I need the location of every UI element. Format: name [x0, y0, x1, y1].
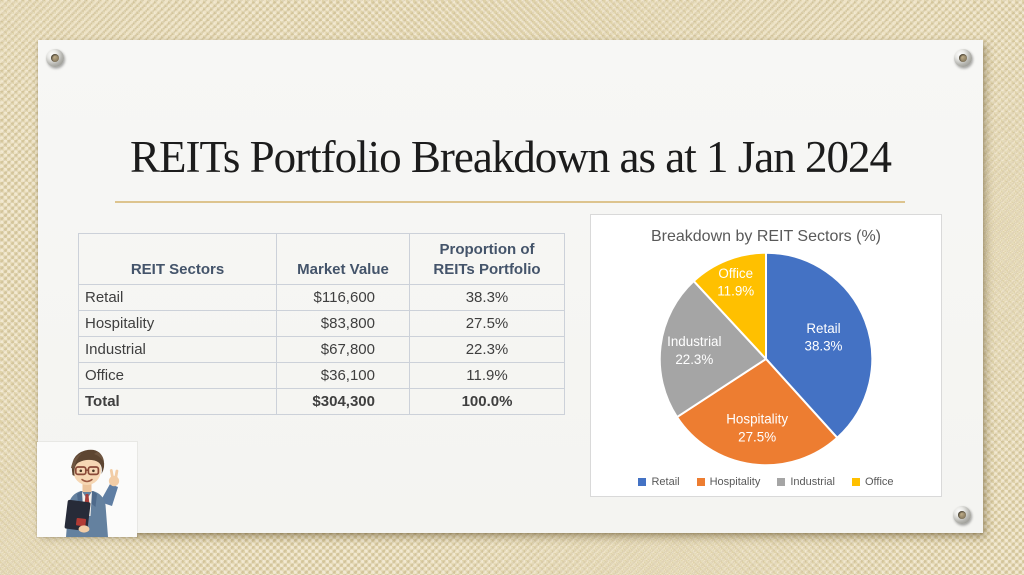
title-divider-line — [115, 201, 905, 203]
chart-title: Breakdown by REIT Sectors (%) — [650, 228, 881, 245]
table-row-industrial: Industrial $67,800 22.3% — [78, 336, 565, 363]
cell-proportion: 100.0% — [409, 388, 565, 415]
grommet-top-left-icon — [46, 49, 64, 67]
cell-sector: Office — [78, 362, 277, 389]
header-proportion: Proportion of REITs Portfolio — [409, 233, 565, 285]
pie-label-hospitality: Hospitality 27.5% — [726, 412, 788, 445]
cell-market-value: $304,300 — [276, 388, 410, 415]
legend-item-industrial: Industrial — [777, 476, 835, 488]
legend-swatch-retail — [638, 478, 647, 486]
pie-label-retail: Retail 38.3% — [805, 321, 843, 354]
legend-item-hospitality: Hospitality — [696, 476, 761, 488]
cell-market-value: $36,100 — [276, 362, 410, 389]
legend-item-office: Office — [851, 476, 894, 488]
pie-slice-industrial — [658, 280, 767, 419]
legend-label: Hospitality — [709, 476, 761, 488]
character-illustration — [37, 442, 137, 537]
legend-swatch-hospitality — [696, 478, 705, 486]
header-market-value: Market Value — [276, 233, 410, 285]
header-reit-sectors: REIT Sectors — [78, 233, 277, 285]
character-drawing — [37, 442, 137, 537]
pie-slice-office — [692, 251, 767, 360]
legend-swatch-industrial — [777, 478, 786, 486]
table-row-hospitality: Hospitality $83,800 27.5% — [78, 310, 565, 337]
table-header-row: REIT Sectors Market Value Proportion of … — [78, 233, 565, 285]
cell-market-value: $67,800 — [276, 336, 410, 363]
grommet-bottom-right-icon — [953, 506, 971, 524]
pie-chart-panel: Breakdown by REIT Sectors (%) Retail 38.3… — [590, 214, 942, 497]
slide-card: REITs Portfolio Breakdown as at 1 Jan 20… — [37, 40, 983, 537]
cell-sector: Total — [78, 388, 277, 415]
cell-market-value: $116,600 — [276, 284, 410, 311]
chart-legend: Retail Hospitality Industrial Office — [591, 476, 941, 488]
pie-label-office: Office 11.9% — [717, 266, 754, 299]
pie-slice-hospitality — [676, 357, 839, 467]
cell-sector: Retail — [78, 284, 277, 311]
legend-label: Retail — [651, 476, 680, 488]
legend-item-retail: Retail — [638, 476, 680, 488]
cell-proportion: 38.3% — [409, 284, 565, 311]
legend-label: Industrial — [790, 476, 835, 488]
cell-sector: Industrial — [78, 336, 277, 363]
pie-slice-retail — [765, 251, 874, 439]
table-row-retail: Retail $116,600 38.3% — [78, 284, 565, 311]
character-arm — [100, 484, 118, 506]
cell-sector: Hospitality — [78, 310, 277, 337]
cell-proportion: 27.5% — [409, 310, 565, 337]
pie-chart: Retail 38.3% Hospitality 27.5% Industrial 22.… — [658, 251, 874, 467]
table-row-office: Office $36,100 11.9% — [78, 362, 565, 389]
legend-swatch-office — [851, 478, 860, 486]
cell-proportion: 11.9% — [409, 362, 565, 389]
reit-portfolio-table: REIT Sectors Market Value Proportion of … — [78, 233, 565, 415]
slide-title: REITs Portfolio Breakdown as at 1 Jan 20… — [130, 132, 892, 183]
grommet-top-right-icon — [954, 49, 972, 67]
table-row-total: Total $304,300 100.0% — [78, 388, 565, 415]
cell-proportion: 22.3% — [409, 336, 565, 363]
cell-market-value: $83,800 — [276, 310, 410, 337]
pie-label-industrial: Industrial 22.3% — [667, 334, 721, 367]
legend-label: Office — [864, 476, 894, 488]
